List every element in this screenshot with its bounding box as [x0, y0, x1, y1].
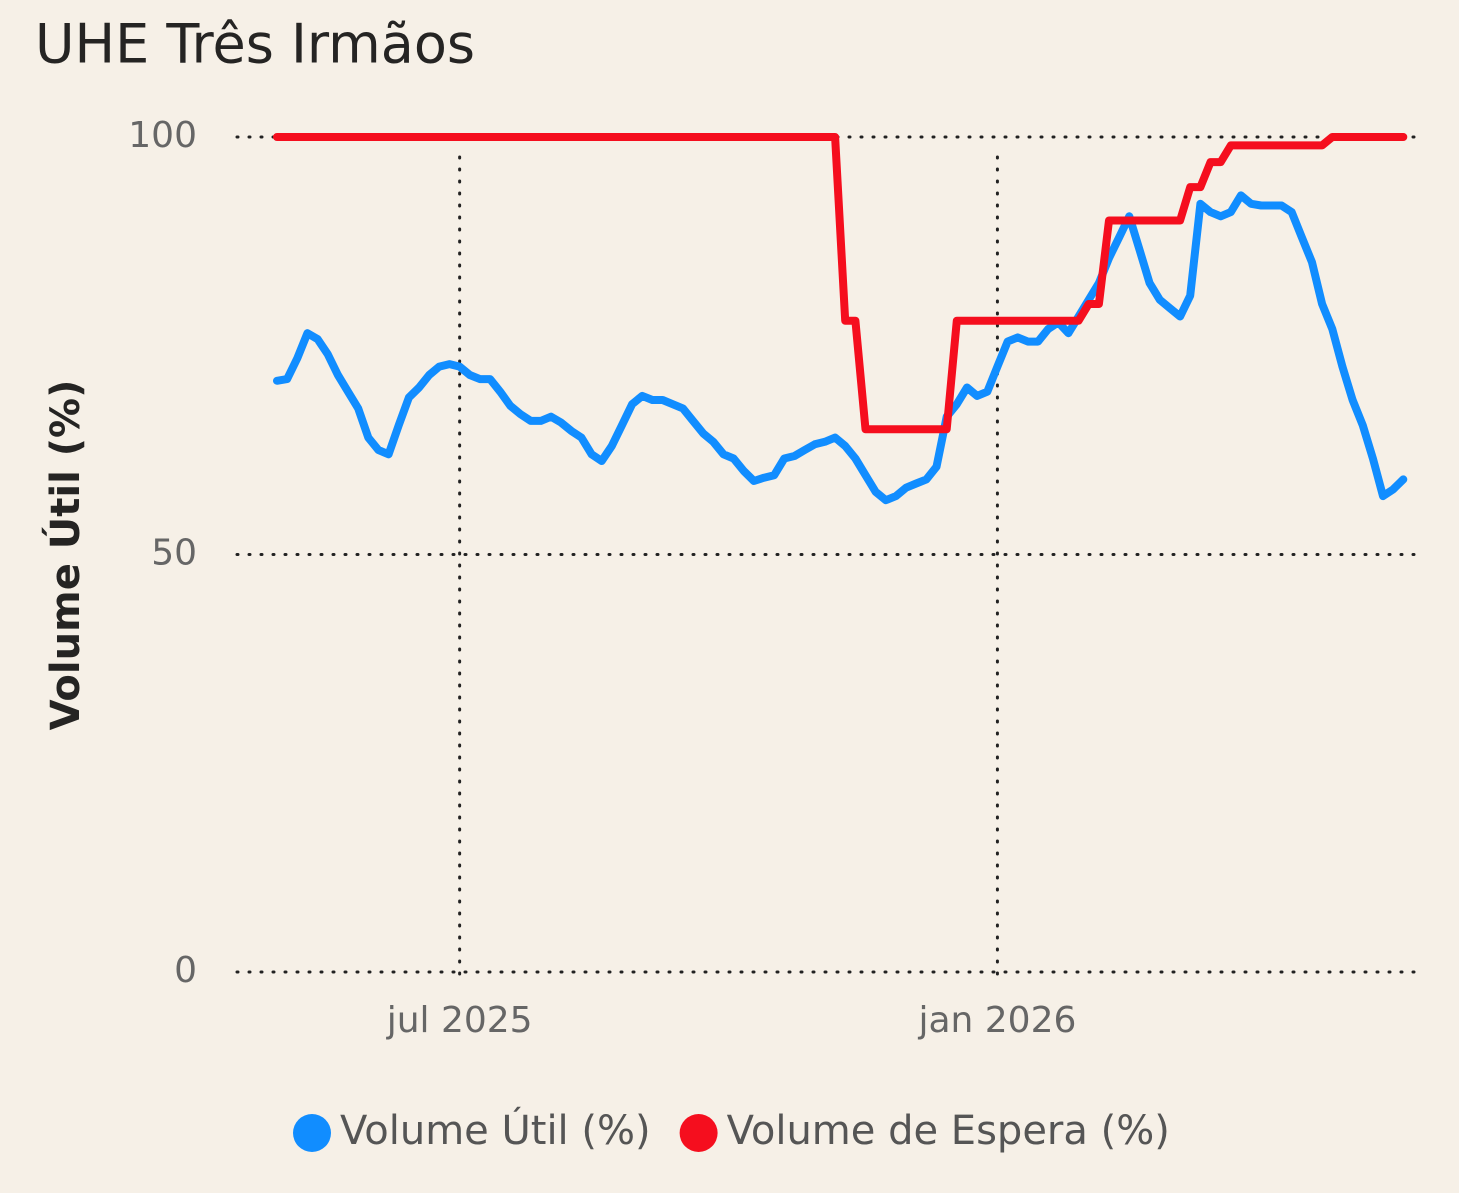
- legend-label: Volume de Espera (%): [727, 1108, 1170, 1154]
- line-series: [273, 191, 1408, 505]
- x-tick-label: jul 2025: [386, 1000, 533, 1041]
- line-series: [273, 133, 1408, 434]
- chart-title: UHE Três Irmãos: [35, 13, 475, 76]
- y-tick-label: 100: [128, 115, 197, 156]
- y-axis-label: Volume Útil (%): [41, 380, 89, 731]
- y-tick-label: 0: [174, 950, 197, 991]
- legend-marker: [293, 1114, 331, 1152]
- x-tick-label: jan 2026: [917, 1000, 1076, 1041]
- legend-marker: [679, 1114, 718, 1152]
- legend-label: Volume Útil (%): [340, 1106, 651, 1154]
- y-tick-label: 50: [151, 533, 197, 574]
